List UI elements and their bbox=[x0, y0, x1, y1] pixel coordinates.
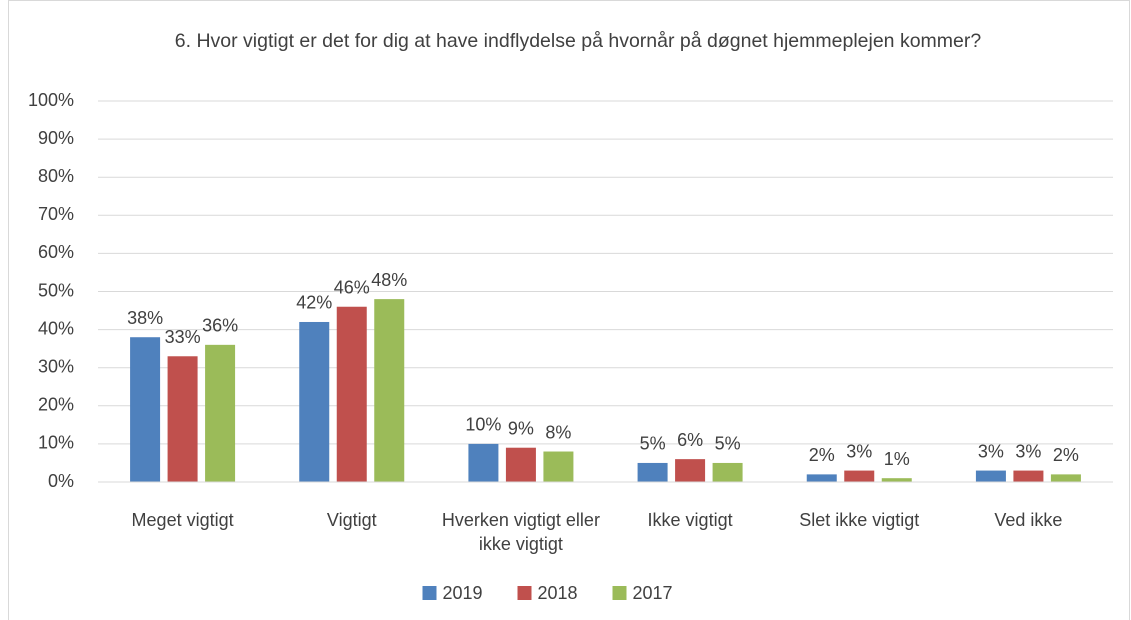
y-tick-label: 90% bbox=[38, 128, 74, 148]
data-label: 42% bbox=[296, 293, 332, 313]
bar bbox=[167, 356, 198, 482]
chart-border bbox=[8, 0, 1130, 620]
x-tick-label: Ikke vigtigt bbox=[647, 510, 733, 530]
bar bbox=[712, 462, 743, 482]
data-label: 10% bbox=[465, 415, 501, 435]
bar bbox=[505, 447, 536, 482]
chart-title: 6. Hvor vigtigt er det for dig at have i… bbox=[175, 30, 982, 52]
x-tick-label: Ved ikke bbox=[994, 510, 1063, 530]
bar bbox=[675, 459, 706, 482]
y-tick-label: 80% bbox=[38, 166, 74, 186]
data-label: 46% bbox=[334, 277, 370, 297]
data-label: 3% bbox=[846, 441, 872, 461]
x-tick-label: Slet ikke vigtigt bbox=[799, 510, 920, 530]
data-label: 36% bbox=[202, 316, 238, 336]
data-label: 5% bbox=[640, 434, 666, 454]
data-label: 6% bbox=[677, 430, 703, 450]
data-label: 38% bbox=[127, 308, 163, 328]
legend-swatch bbox=[612, 586, 627, 600]
y-tick-label: 50% bbox=[38, 280, 74, 300]
x-tick-label: Vigtigt bbox=[326, 510, 377, 530]
bar bbox=[130, 337, 161, 482]
legend-label: 2019 bbox=[443, 583, 483, 603]
y-tick-label: 100% bbox=[28, 90, 74, 110]
bar bbox=[205, 344, 236, 482]
y-tick-label: 40% bbox=[38, 318, 74, 338]
legend-swatch bbox=[422, 586, 437, 600]
bar bbox=[975, 470, 1006, 482]
bar bbox=[1013, 470, 1044, 482]
bar bbox=[299, 321, 330, 482]
y-tick-label: 10% bbox=[38, 433, 74, 453]
data-label: 3% bbox=[1015, 441, 1041, 461]
data-label: 3% bbox=[978, 441, 1004, 461]
bar bbox=[543, 451, 574, 482]
y-tick-label: 30% bbox=[38, 356, 74, 376]
bar bbox=[468, 443, 499, 482]
bar bbox=[336, 306, 367, 482]
data-label: 5% bbox=[715, 434, 741, 454]
bar bbox=[637, 462, 668, 482]
bar bbox=[844, 470, 875, 482]
data-label: 1% bbox=[884, 449, 910, 469]
bar bbox=[1050, 474, 1081, 482]
x-tick-label: Meget vigtigt bbox=[131, 510, 234, 530]
x-tick-label: Hverken vigtigt eller ikke vigtigt bbox=[441, 510, 600, 554]
data-label: 8% bbox=[545, 422, 571, 442]
y-tick-label: 20% bbox=[38, 395, 74, 415]
y-tick-label: 60% bbox=[38, 242, 74, 262]
legend-label: 2017 bbox=[633, 583, 673, 603]
data-label: 2% bbox=[809, 445, 835, 465]
data-label: 2% bbox=[1053, 445, 1079, 465]
legend-label: 2018 bbox=[538, 583, 578, 603]
data-label: 9% bbox=[508, 418, 534, 438]
data-label: 33% bbox=[165, 327, 201, 347]
data-label: 48% bbox=[371, 270, 407, 290]
legend-swatch bbox=[517, 586, 532, 600]
bar bbox=[374, 299, 405, 482]
y-tick-label: 0% bbox=[48, 471, 74, 491]
bar bbox=[806, 474, 837, 482]
y-tick-label: 70% bbox=[38, 204, 74, 224]
bar bbox=[881, 478, 912, 482]
